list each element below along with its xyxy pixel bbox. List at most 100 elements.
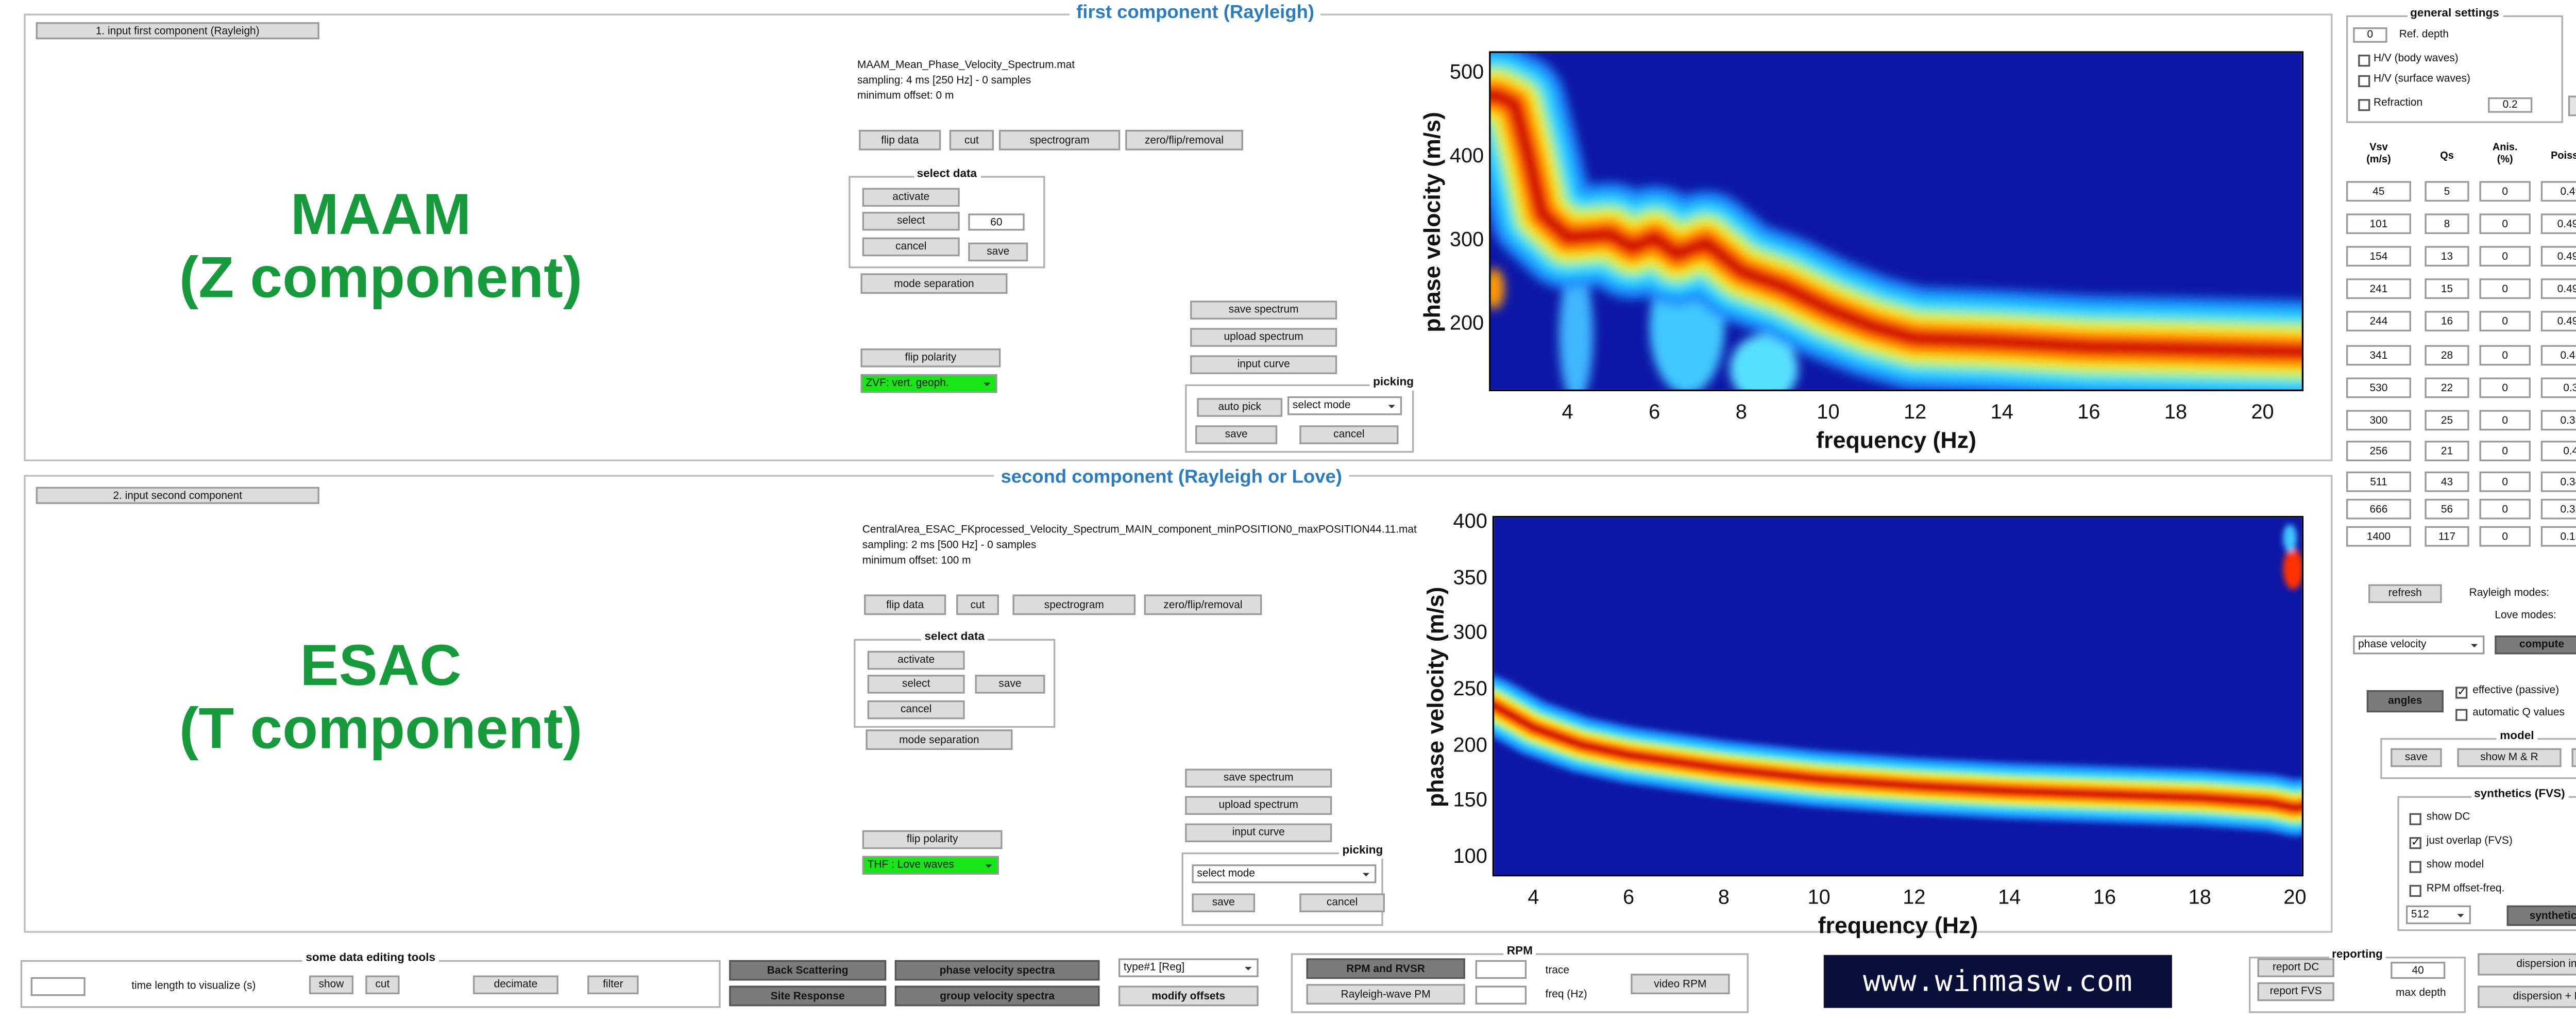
input-field[interactable]: 13 <box>2425 246 2469 267</box>
input-field[interactable]: 0.32 <box>2540 498 2576 520</box>
button[interactable]: save <box>1192 893 1256 912</box>
input-field[interactable]: 0 <box>2479 246 2531 267</box>
button[interactable]: show <box>309 975 354 994</box>
input-field[interactable]: 0 <box>2479 441 2531 461</box>
input-field[interactable]: 117 <box>2425 526 2469 547</box>
input-field[interactable]: 256 <box>2346 441 2411 461</box>
input-field[interactable]: 666 <box>2346 498 2411 520</box>
button[interactable]: phase velocity spectra <box>894 960 1100 981</box>
input-field[interactable]: 0 <box>2479 377 2531 398</box>
button[interactable]: save <box>968 242 1028 262</box>
input-field[interactable]: 0 <box>2479 498 2531 520</box>
button[interactable]: Site Response <box>729 985 887 1007</box>
button[interactable]: Rayleigh-wave PM <box>1306 984 1465 1005</box>
input-field[interactable]: 0 <box>2479 181 2531 202</box>
input-field[interactable]: 0.45 <box>2540 345 2576 366</box>
input-field[interactable]: 8 <box>2425 213 2469 235</box>
input-field[interactable]: 1400 <box>2346 526 2411 547</box>
button[interactable]: input curve <box>1190 355 1337 374</box>
input-field[interactable]: 40 <box>2391 962 2446 979</box>
input-field[interactable]: 0 <box>2353 27 2387 43</box>
input-field[interactable]: 0.498 <box>2540 278 2576 299</box>
dropdown[interactable]: select mode <box>1192 864 1377 883</box>
button[interactable]: angles <box>2366 690 2444 713</box>
dropdown[interactable]: THF : Love waves <box>862 856 999 875</box>
button[interactable]: Back Scattering <box>729 960 887 981</box>
button[interactable]: activate <box>862 188 960 207</box>
input-field[interactable]: 0.497 <box>2540 311 2576 331</box>
input-field[interactable] <box>30 977 86 996</box>
button[interactable]: select <box>867 675 965 694</box>
checkbox[interactable] <box>2409 860 2421 873</box>
checkbox[interactable] <box>2409 884 2421 896</box>
dropdown[interactable]: select mode <box>1287 396 1402 415</box>
input-field[interactable]: 0.499 <box>2540 246 2576 267</box>
input-field[interactable]: 241 <box>2346 278 2411 299</box>
button[interactable]: spectrogram <box>1012 594 1136 615</box>
input-field[interactable]: 0 <box>2479 471 2531 492</box>
input-field[interactable]: 28 <box>2425 345 2469 366</box>
input-field[interactable]: 0.49 <box>2540 181 2576 202</box>
input-field[interactable]: 101 <box>2346 213 2411 235</box>
checkbox[interactable] <box>2358 54 2370 66</box>
dropdown[interactable]: type#1 [Reg] <box>1118 958 1259 977</box>
checkbox[interactable] <box>2409 836 2421 848</box>
button[interactable]: compute <box>2495 635 2576 655</box>
button[interactable]: flip polarity <box>860 348 1001 367</box>
button[interactable]: save spectrum <box>1190 300 1337 320</box>
dropdown[interactable]: phase velocity <box>2353 635 2485 655</box>
input-field[interactable]: 43 <box>2425 471 2469 492</box>
input-field[interactable]: 0.4 <box>2540 441 2576 461</box>
button[interactable]: decimate <box>473 975 558 994</box>
button[interactable]: report DC <box>2257 958 2334 977</box>
button[interactable]: zero/flip/removal <box>1144 594 1262 615</box>
input-field[interactable]: 154 <box>2346 246 2411 267</box>
input-field[interactable]: 0.3 <box>2540 377 2576 398</box>
button[interactable]: 1. input first component (Rayleigh) <box>36 22 319 40</box>
input-field[interactable]: 45 <box>2346 181 2411 202</box>
input-field[interactable]: 0.35 <box>2540 410 2576 431</box>
button[interactable]: upload spectrum <box>1185 796 1332 815</box>
checkbox[interactable] <box>2358 74 2370 87</box>
input-field[interactable] <box>1475 960 1527 979</box>
button[interactable]: cut <box>949 129 994 151</box>
button[interactable]: filter <box>587 975 639 994</box>
input-field[interactable]: 0.34 <box>2540 471 2576 492</box>
button[interactable]: flip polarity <box>862 830 1003 849</box>
input-field[interactable]: 15 <box>2425 278 2469 299</box>
button[interactable]: flip data <box>859 129 941 151</box>
input-field[interactable]: 341 <box>2346 345 2411 366</box>
input-field[interactable]: 56 <box>2425 498 2469 520</box>
button[interactable]: report FVS <box>2257 982 2334 1001</box>
button[interactable]: auto pick <box>1197 398 1283 417</box>
input-field[interactable]: 0 <box>2479 345 2531 366</box>
button[interactable]: cut <box>956 594 999 615</box>
button[interactable]: refresh <box>2368 584 2442 603</box>
button[interactable]: 2. input second component <box>36 487 319 504</box>
input-field[interactable]: 0.498 <box>2540 213 2576 235</box>
input-field[interactable]: 0.2 <box>2488 97 2533 113</box>
button[interactable]: mode separation <box>866 729 1013 750</box>
button[interactable]: cancel <box>1299 425 1399 444</box>
button[interactable]: show GPS <box>2568 95 2576 116</box>
button[interactable]: upload spectrum <box>1190 328 1337 347</box>
input-field[interactable]: 0 <box>2479 278 2531 299</box>
button[interactable]: dispersion + RPM inv <box>2478 985 2576 1008</box>
checkbox[interactable] <box>2455 686 2468 698</box>
button[interactable]: save <box>2391 748 2442 767</box>
input-field[interactable] <box>1475 985 1527 1005</box>
button[interactable]: upload <box>2571 748 2576 767</box>
input-field[interactable]: 0 <box>2479 410 2531 431</box>
button[interactable]: activate <box>867 650 965 670</box>
button[interactable]: mode separation <box>860 273 1008 294</box>
dropdown[interactable]: ZVF: vert. geoph. <box>860 374 997 393</box>
button[interactable]: cancel <box>862 237 960 257</box>
input-field[interactable]: 300 <box>2346 410 2411 431</box>
input-field[interactable]: 25 <box>2425 410 2469 431</box>
button[interactable]: video RPM <box>1631 974 1730 994</box>
button[interactable]: group velocity spectra <box>894 985 1100 1007</box>
button[interactable]: cut <box>365 975 400 994</box>
button[interactable]: synthetics (FVS) <box>2506 905 2576 926</box>
button[interactable]: dispersion inversion <box>2478 953 2576 976</box>
input-field[interactable]: 16 <box>2425 311 2469 331</box>
